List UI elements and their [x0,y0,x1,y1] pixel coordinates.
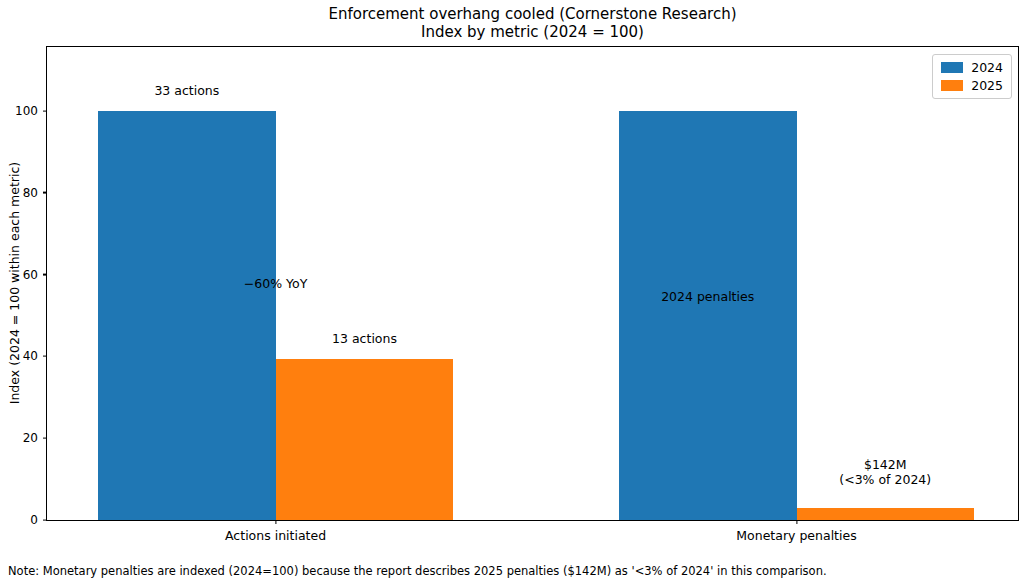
annotation-33-actions: 33 actions [154,82,219,97]
legend-swatch-2025 [941,80,963,91]
legend-entry-2025: 2025 [941,79,1003,92]
y-tick-label: 80 [23,187,38,199]
plot-area: 020406080100Actions initiatedMonetary pe… [46,46,1019,521]
x-tick-label-monetary-penalties: Monetary penalties [736,528,856,543]
legend: 2024 2025 [932,54,1012,99]
bar-2025-monetary-penalties [797,508,975,520]
y-tick-mark [43,438,47,439]
y-tick-mark [43,110,47,111]
y-tick-mark [43,519,47,520]
chart-title-block: Enforcement overhang cooled (Cornerstone… [46,5,1019,41]
chart-subtitle: Index by metric (2024 = 100) [46,23,1019,41]
y-tick-label: 40 [23,350,38,362]
y-tick-label: 100 [15,105,38,117]
y-tick-mark [43,274,47,275]
y-tick-label: 60 [23,269,38,281]
annotation-142m: $142M (<3% of 2024) [839,457,931,487]
bar-2024-monetary-penalties [619,111,797,520]
y-tick-label: 20 [23,432,38,444]
legend-label-2024: 2024 [971,61,1003,74]
annotation-13-actions: 13 actions [332,330,397,345]
x-tick-mark [275,520,276,524]
annotation-60-yoy: −60% YoY [244,276,308,291]
y-axis-label: Index (2024 = 100 within each metric) [7,162,22,404]
bar-2025-actions-initiated [276,359,454,520]
footnote: Note: Monetary penalties are indexed (20… [8,564,827,578]
x-tick-mark [796,520,797,524]
legend-label-2025: 2025 [971,79,1003,92]
annotation-2024-penalties: 2024 penalties [661,288,754,303]
chart-title: Enforcement overhang cooled (Cornerstone… [46,5,1019,23]
bar-2024-actions-initiated [98,111,276,520]
legend-swatch-2024 [941,62,963,73]
x-tick-label-actions-initiated: Actions initiated [225,528,326,543]
legend-entry-2024: 2024 [941,61,1003,74]
y-tick-label: 0 [30,514,38,526]
figure: Enforcement overhang cooled (Cornerstone… [0,0,1024,584]
y-tick-mark [43,192,47,193]
y-tick-mark [43,356,47,357]
